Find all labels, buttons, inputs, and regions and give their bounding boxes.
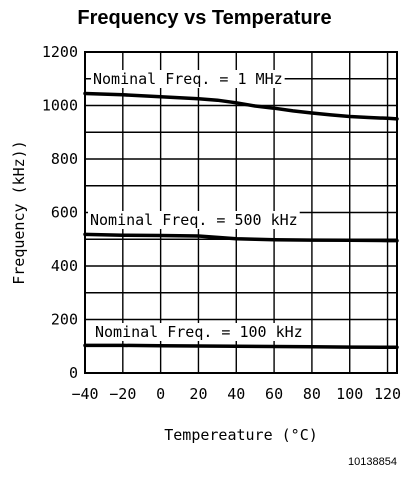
y-tick-label: 0: [69, 364, 78, 382]
y-tick-label: 200: [51, 311, 78, 329]
y-tick-label: 600: [51, 204, 78, 222]
label-layer: Nominal Freq. = 1 MHz Nominal Freq. = 500…: [88, 70, 305, 341]
x-tick-label: 20: [189, 385, 207, 403]
y-tick-label: 1200: [42, 43, 78, 61]
y-tick-label: 800: [51, 150, 78, 168]
x-tick-label: 120: [374, 385, 401, 403]
y-axis-label: Frequency (kHz)): [10, 140, 28, 285]
y-tick-label: 400: [51, 257, 78, 275]
figure-code: 10138854: [348, 456, 397, 468]
x-tick-label: 80: [303, 385, 321, 403]
x-tick-label: 100: [336, 385, 363, 403]
x-tick-label: 40: [227, 385, 245, 403]
series-line-3: [85, 345, 397, 347]
x-tick-label: −20: [109, 385, 136, 403]
x-tick-label: 60: [265, 385, 283, 403]
y-tick-label: 1000: [42, 97, 78, 115]
x-axis-label: Tempereature (°C): [164, 426, 318, 444]
series-label-2: Nominal Freq. = 500 kHz: [90, 211, 298, 229]
x-tick-label: −40: [71, 385, 98, 403]
series-label-3: Nominal Freq. = 100 kHz: [95, 323, 303, 341]
series-label-1: Nominal Freq. = 1 MHz: [93, 70, 283, 88]
x-tick-label: 0: [156, 385, 165, 403]
